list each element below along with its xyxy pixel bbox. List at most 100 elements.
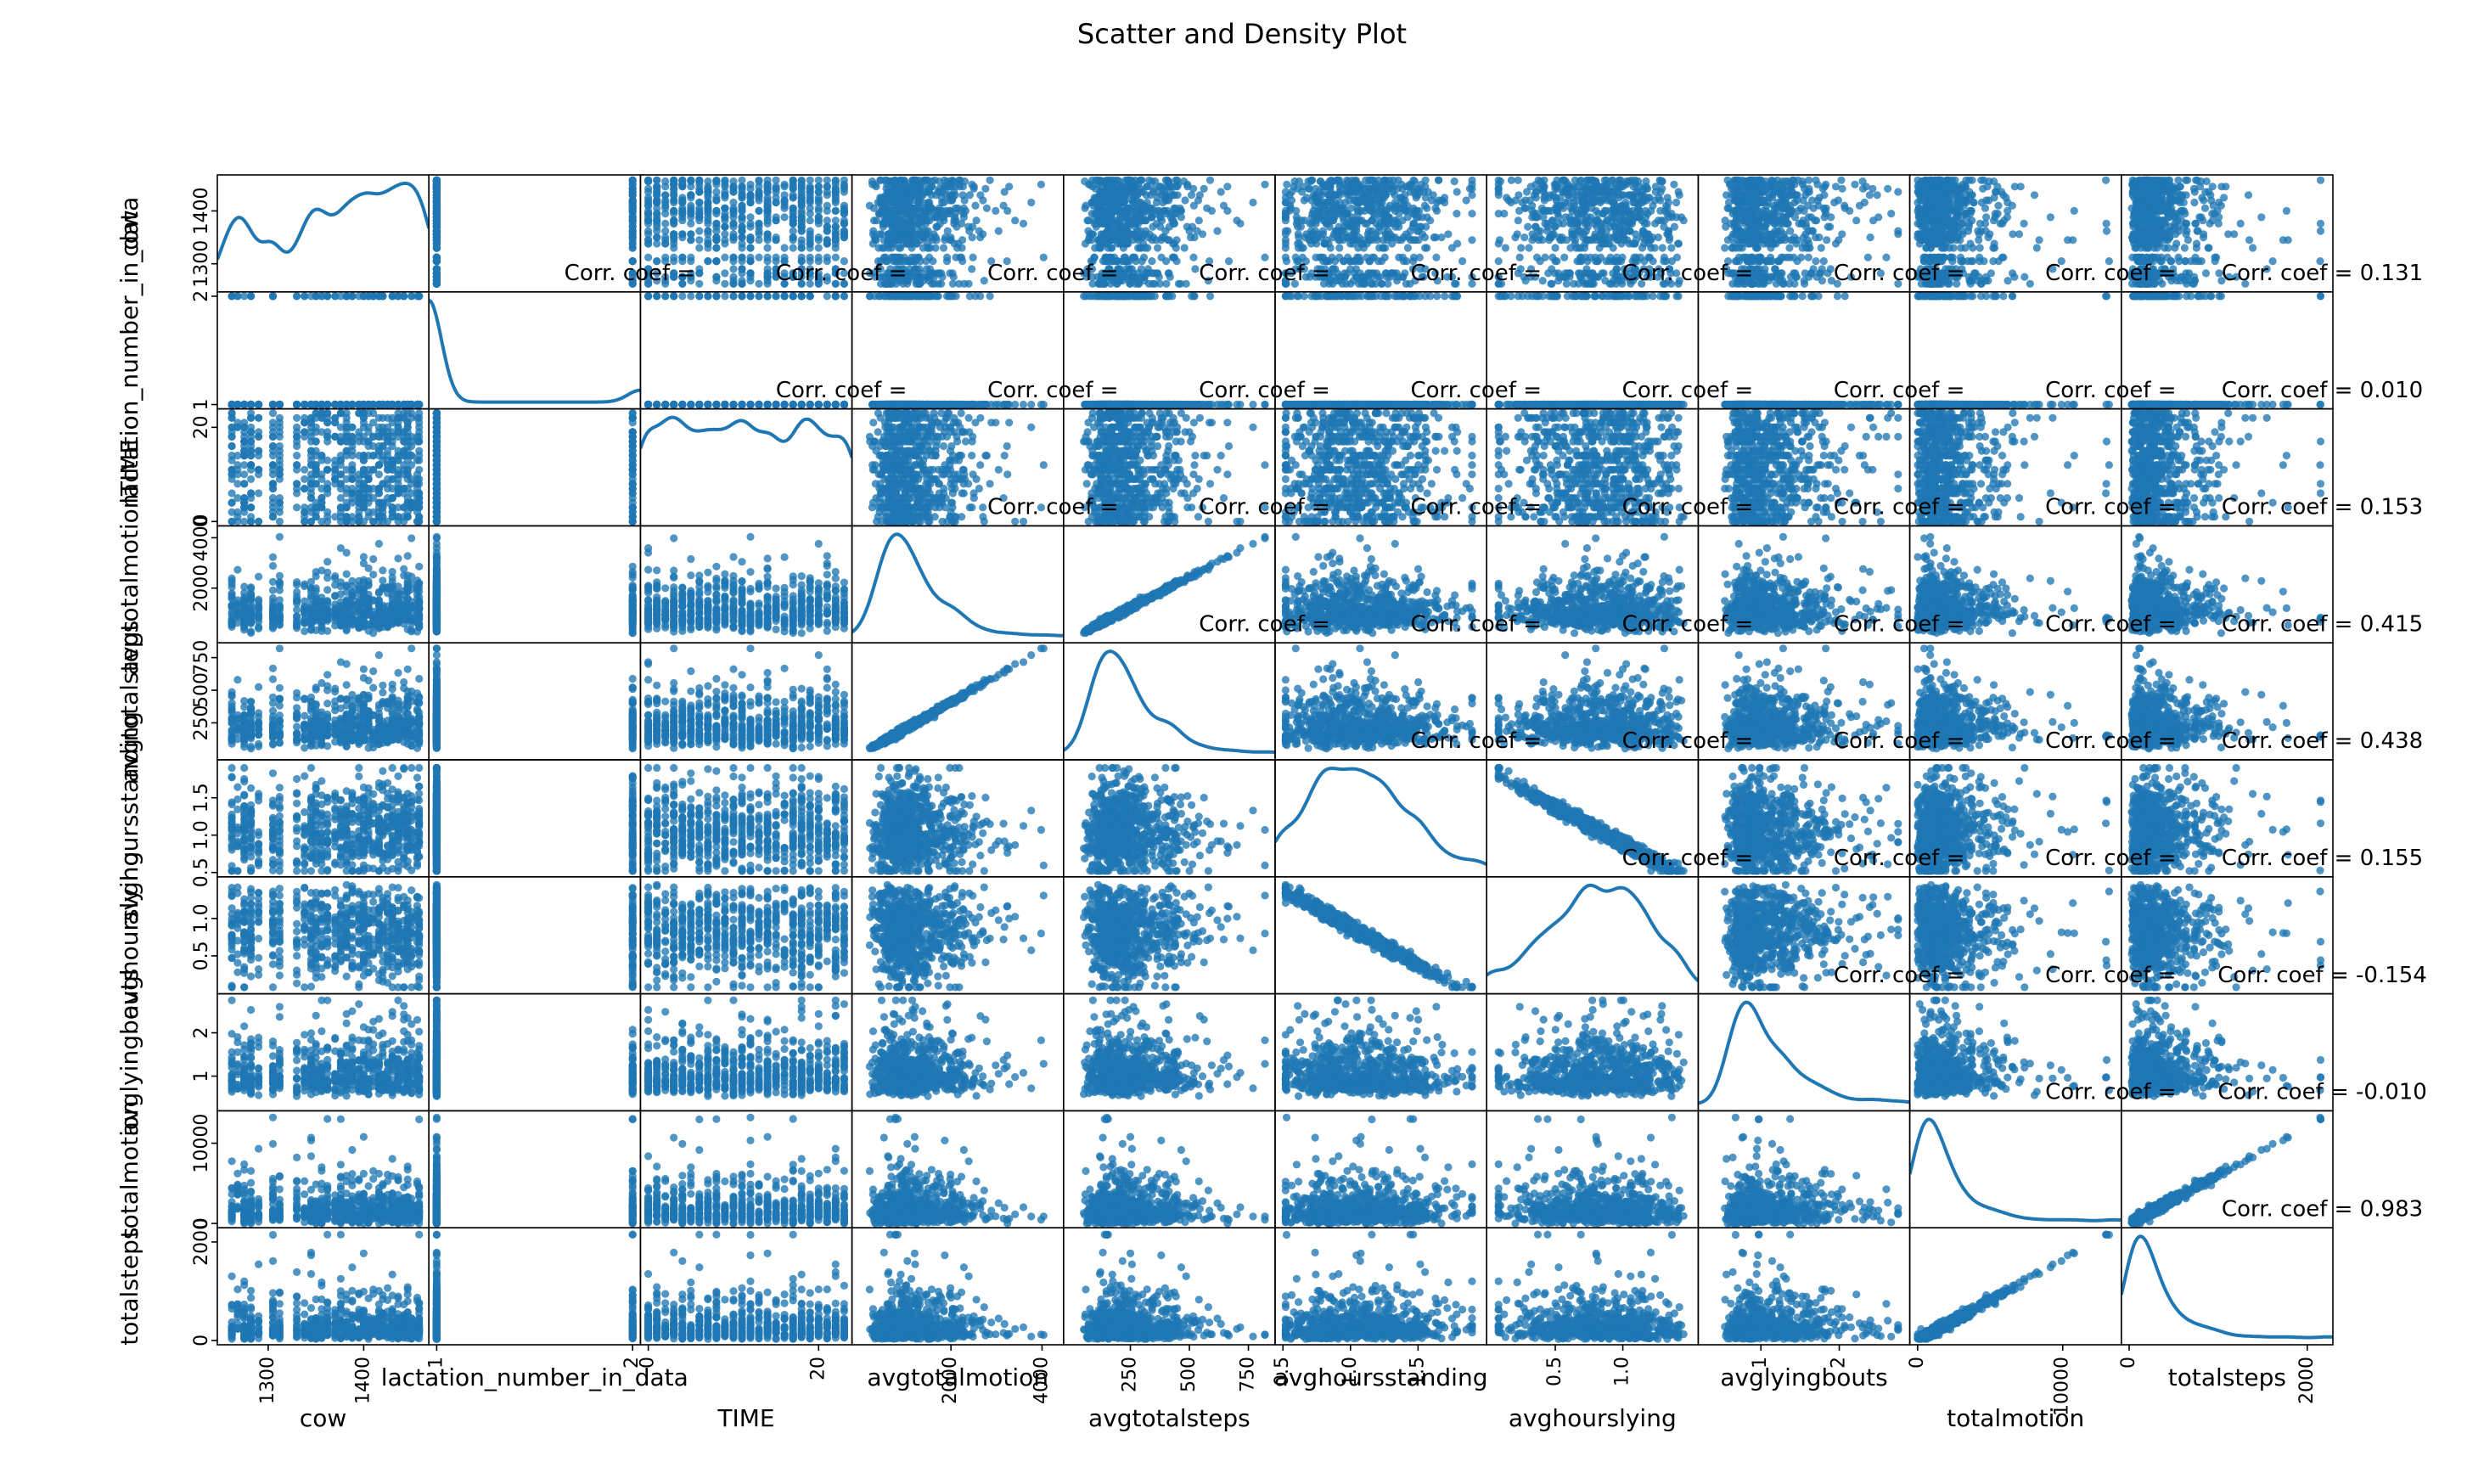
scatter-point (1181, 196, 1189, 204)
scatter-point (721, 239, 728, 247)
scatter-point (1430, 191, 1437, 199)
scatter-point (1164, 177, 1172, 184)
scatter-point (815, 199, 823, 206)
scatter-point (1104, 183, 1111, 190)
scatter-point (933, 236, 941, 244)
scatter-point (1624, 207, 1632, 215)
scatter-point (1798, 220, 1806, 228)
scatter-point (644, 228, 652, 235)
scatter-point (755, 220, 762, 228)
scatter-point (1851, 181, 1858, 188)
scatter-point (1818, 244, 1825, 251)
scatter-point (1630, 183, 1638, 190)
scatter-point (832, 188, 840, 195)
scatter-point (1566, 244, 1574, 251)
scatter-point (781, 213, 789, 221)
scatter-point (976, 191, 984, 199)
scatter-point (1805, 228, 1812, 235)
scatter-point (790, 205, 797, 212)
scatter-point (1637, 210, 1644, 217)
scatter-point (1385, 220, 1393, 228)
scatter-point (738, 213, 745, 221)
scatter-point (1282, 213, 1290, 221)
scatter-point (1894, 188, 1902, 195)
scatter-point (1293, 213, 1301, 221)
scatter-point (1343, 177, 1351, 184)
scatter-point (806, 216, 814, 224)
scatter-point (670, 220, 677, 228)
scatter-point (1533, 213, 1541, 221)
scatter-point (1166, 223, 1173, 231)
scatter-point (729, 277, 737, 284)
scatter-point (1409, 177, 1417, 184)
scatter-point (1826, 223, 1834, 231)
scatter-point (1556, 194, 1564, 201)
scatter-point (678, 216, 686, 224)
scatter-point (1553, 257, 1560, 265)
scatter-point (721, 188, 728, 195)
scatter-point (1519, 199, 1526, 206)
scatter-point (1108, 210, 1116, 217)
scatter-point (1118, 207, 1126, 215)
scatter-point (1148, 257, 1155, 265)
scatter-point (1444, 230, 1452, 238)
scatter-point (1672, 199, 1680, 206)
scatter-point (1140, 210, 1148, 217)
scatter-point (1116, 220, 1123, 228)
scatter-point (2020, 220, 2028, 228)
scatter-point (629, 223, 637, 231)
scatter-point (981, 185, 989, 193)
scatter-point (1743, 207, 1751, 215)
scatter-point (1591, 273, 1599, 281)
scatter-point (1162, 257, 1170, 265)
scatter-point (1563, 280, 1571, 288)
scatter-point (960, 205, 968, 212)
scatter-point (629, 177, 637, 184)
scatter-point (1786, 254, 1794, 261)
scatter-point (1203, 205, 1211, 212)
scatter-point (653, 233, 660, 241)
scatter-point (1181, 244, 1189, 251)
scatter-point (746, 257, 754, 265)
scatter-point (738, 265, 745, 273)
scatter-point (823, 223, 831, 231)
scatter-point (1638, 244, 1646, 251)
scatter-point (1305, 233, 1312, 241)
scatter-point (1823, 236, 1830, 244)
scatter-point (1495, 239, 1503, 247)
scatter-point (1548, 265, 1555, 273)
scatter-point (934, 223, 941, 231)
scatter-point (1437, 233, 1445, 241)
scatter-point (958, 244, 966, 251)
scatter-point (806, 210, 814, 217)
scatter-point (1358, 188, 1366, 195)
scatter-point (1793, 257, 1801, 265)
scatter-point (1344, 188, 1352, 195)
scatter-point (1554, 210, 1561, 217)
scatter-point (1152, 236, 1160, 244)
scatter-point (1380, 244, 1387, 251)
scatter-point (773, 213, 780, 221)
scatter-point (721, 254, 728, 261)
scatter-point (923, 177, 930, 184)
scatter-point (433, 233, 441, 241)
scatter-point (1313, 230, 1321, 238)
scatter-point (916, 196, 924, 204)
scatter-point (1173, 177, 1181, 184)
scatter-point (1162, 280, 1170, 288)
panel-cow-vs-cow (217, 175, 429, 292)
scatter-point (729, 257, 737, 265)
scatter-point (1421, 202, 1429, 210)
scatter-point (840, 220, 848, 228)
scatter-point (661, 191, 669, 199)
scatter-point (956, 177, 964, 184)
scatter-point (815, 188, 823, 195)
scatter-point (931, 244, 939, 251)
scatter-point (1543, 223, 1551, 231)
scatter-point (1149, 280, 1156, 288)
scatter-point (1171, 210, 1178, 217)
scatter-point (1381, 254, 1389, 261)
scatter-point (1402, 280, 1410, 288)
scatter-point (1587, 254, 1594, 261)
scatter-point (773, 233, 780, 241)
